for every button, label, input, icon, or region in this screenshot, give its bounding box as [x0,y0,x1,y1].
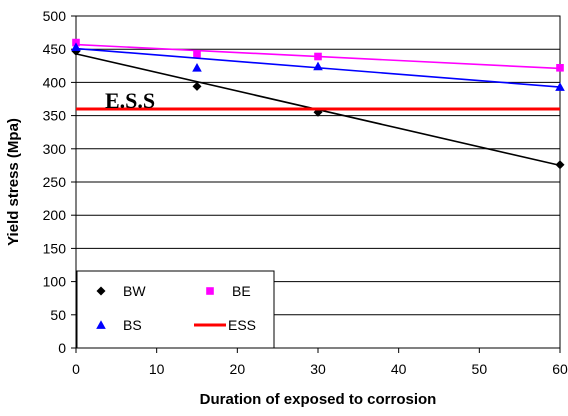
x-axis-title: Duration of exposed to corrosion [200,391,437,408]
y-axis-title: Yield stress (Mpa) [5,118,22,246]
legend-swatch-bw [96,286,106,296]
x-tick-label: 10 [149,361,165,377]
y-tick-label: 300 [43,141,67,157]
legend-swatch-bs [96,320,106,329]
series-be-point [556,63,564,72]
legend-item-bw: BW [96,283,146,299]
legend-item-ess: ESS [194,317,256,333]
series-bs [71,42,565,91]
legend-box [76,270,275,349]
x-tick-label: 40 [391,361,407,377]
series-bs-point [71,42,81,52]
x-tick-label: 0 [72,361,80,377]
y-tick-label: 100 [43,274,67,290]
legend-item-be: BE [206,283,251,299]
y-tick-label: 350 [43,108,67,124]
legend-label-ess: ESS [228,317,256,333]
y-axis-ticks: 0 50 100 150 200 250 300 350 400 450 500 [43,8,76,356]
legend-label-bw: BW [123,283,146,299]
x-tick-label: 60 [552,361,568,377]
legend-item-bs: BS [96,317,142,333]
ess-annotation: E.S.S [105,88,155,113]
series-bw-point [192,81,202,91]
series-bw-point [555,160,565,170]
x-tick-label: 20 [230,361,246,377]
series-be-point [193,50,201,58]
series-bs-point [313,61,323,71]
legend-swatch-be [206,287,214,295]
legend-label-be: BE [232,283,251,299]
y-tick-label: 0 [58,340,66,356]
y-tick-label: 400 [43,74,67,90]
x-tick-label: 30 [310,361,326,377]
y-tick-label: 450 [43,41,67,57]
legend: BW BE BS ESS [76,270,275,349]
x-tick-label: 50 [472,361,488,377]
y-tick-label: 150 [43,240,67,256]
series-be-point [314,52,322,61]
y-tick-label: 50 [50,307,66,323]
y-tick-label: 200 [43,207,67,223]
legend-label-bs: BS [123,317,142,333]
x-axis-ticks: 0 10 20 30 40 50 60 [72,348,568,377]
y-tick-label: 500 [43,8,67,24]
series-layer [71,38,565,170]
series-bs-point [192,62,202,72]
series-bs-point [555,82,565,91]
y-tick-label: 250 [43,174,67,190]
